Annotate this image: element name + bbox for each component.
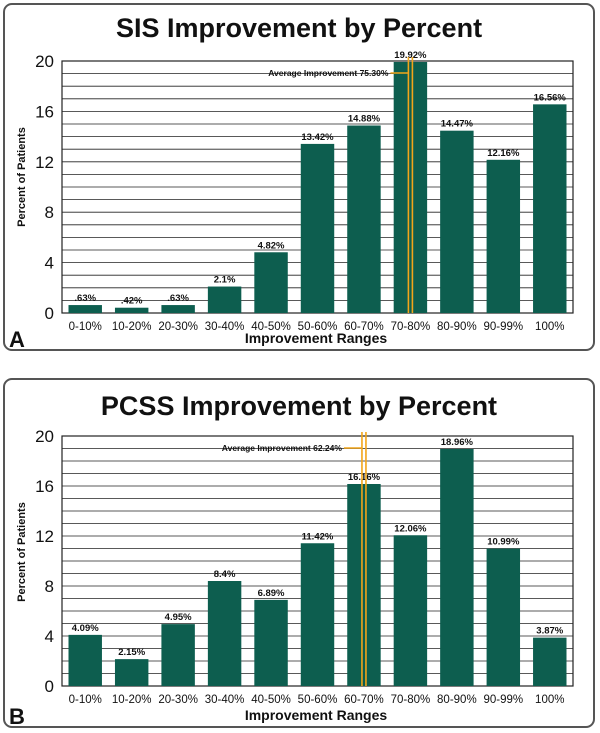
y-tick-label: 4 — [45, 254, 54, 273]
bar — [393, 62, 428, 314]
data-label: 14.88% — [348, 114, 381, 125]
y-tick-label: 20 — [35, 427, 54, 446]
x-tick-label: 90-99% — [483, 321, 523, 333]
bar — [486, 548, 521, 686]
average-label: Average Improvement 62.24% — [222, 443, 343, 453]
data-label: .63% — [167, 293, 189, 304]
x-tick-label: 40-50% — [251, 321, 291, 333]
data-label: 16.16% — [348, 472, 381, 483]
plot-area: 0 4 8 12 16 20 4.09% 0-10% 2.15% 10-20% 4.95% 20-30… — [35, 427, 574, 706]
data-label: 16.56% — [534, 92, 567, 103]
x-tick-label: 70-80% — [391, 694, 431, 706]
data-label: 11.42% — [302, 531, 334, 542]
bar — [347, 125, 381, 314]
bar — [68, 634, 102, 686]
bar — [393, 535, 428, 686]
x-tick-label: 20-30% — [158, 694, 198, 706]
bar — [161, 305, 195, 313]
bar — [347, 484, 381, 686]
x-tick-label: 60-70% — [344, 321, 384, 333]
x-tick-label: 60-70% — [344, 694, 384, 706]
panel-letter: A — [9, 327, 25, 349]
panel-letter: B — [9, 704, 25, 726]
x-axis-label: Improvement Ranges — [245, 330, 388, 346]
data-label: 8.4% — [214, 569, 236, 580]
bar — [440, 449, 474, 686]
x-tick-label: 20-30% — [158, 321, 198, 333]
data-label: 12.06% — [394, 523, 427, 534]
plot-area: 0 4 8 12 16 20 .63% 0-10% .42% 10-20% .63% 20-30% 2.… — [35, 50, 574, 333]
x-axis-label: Improvement Ranges — [245, 707, 388, 723]
average-label: Average Improvement 75.30% — [268, 68, 389, 78]
x-tick-label: 40-50% — [251, 694, 291, 706]
bar — [68, 305, 102, 313]
x-tick-label: 30-40% — [205, 321, 245, 333]
data-label: 4.95% — [165, 612, 192, 623]
chart-panel-b: PCSS Improvement by Percent Percent of P… — [3, 378, 595, 728]
data-label: 2.1% — [214, 275, 236, 286]
x-tick-label: 0-10% — [69, 694, 102, 706]
data-label: 12.16% — [487, 148, 520, 159]
y-tick-label: 4 — [45, 627, 54, 646]
x-tick-label: 50-60% — [298, 321, 338, 333]
sis-chart-svg: SIS Improvement by Percent Percent of Pa… — [9, 13, 574, 349]
x-tick-label: 50-60% — [298, 694, 338, 706]
x-tick-label: 100% — [535, 694, 564, 706]
bar — [207, 581, 242, 686]
data-label: 6.89% — [258, 588, 285, 599]
bar — [114, 659, 149, 686]
data-label: .42% — [121, 296, 143, 307]
y-tick-label: 20 — [35, 52, 54, 71]
data-label: 13.42% — [301, 132, 334, 143]
x-tick-label: 10-20% — [112, 694, 152, 706]
bar — [533, 637, 567, 686]
y-tick-label: 12 — [35, 527, 54, 546]
y-tick-label: 16 — [35, 102, 54, 121]
y-tick-label: 12 — [35, 153, 54, 172]
bar — [254, 599, 288, 686]
bar — [533, 104, 567, 314]
x-tick-label: 90-99% — [483, 694, 523, 706]
bar — [161, 624, 195, 686]
bar — [300, 543, 335, 686]
chart-title: SIS Improvement by Percent — [116, 13, 482, 43]
bar — [440, 130, 474, 313]
data-label: 3.87% — [536, 626, 563, 637]
y-tick-label: 0 — [45, 677, 54, 696]
data-label: 14.47% — [441, 119, 474, 130]
x-tick-label: 0-10% — [69, 321, 102, 333]
y-axis-label: Percent of Patients — [16, 502, 28, 602]
y-tick-label: 16 — [35, 477, 54, 496]
x-tick-label: 80-90% — [437, 694, 477, 706]
x-tick-label: 10-20% — [112, 321, 152, 333]
bar — [300, 143, 335, 313]
bar — [114, 307, 149, 313]
data-label: 4.82% — [258, 240, 285, 251]
bar — [254, 252, 288, 313]
data-label: 18.96% — [441, 437, 474, 448]
y-axis-label: Percent of Patients — [16, 127, 28, 227]
x-tick-label: 30-40% — [205, 694, 245, 706]
y-tick-label: 8 — [45, 577, 54, 596]
data-label: 10.99% — [487, 537, 520, 548]
x-tick-label: 80-90% — [437, 321, 477, 333]
chart-title: PCSS Improvement by Percent — [101, 391, 497, 421]
chart-panel-a: SIS Improvement by Percent Percent of Pa… — [3, 3, 595, 351]
bar — [486, 159, 521, 313]
x-tick-label: 100% — [535, 321, 564, 333]
data-label: 4.09% — [72, 623, 99, 634]
data-label: 2.15% — [118, 647, 145, 658]
x-tick-label: 70-80% — [391, 321, 431, 333]
pcss-chart-svg: PCSS Improvement by Percent Percent of P… — [9, 391, 574, 726]
data-label: 19.92% — [394, 50, 427, 61]
y-tick-label: 0 — [45, 304, 54, 323]
y-tick-label: 8 — [45, 203, 54, 222]
data-label: .63% — [74, 293, 96, 304]
bar — [207, 286, 242, 313]
